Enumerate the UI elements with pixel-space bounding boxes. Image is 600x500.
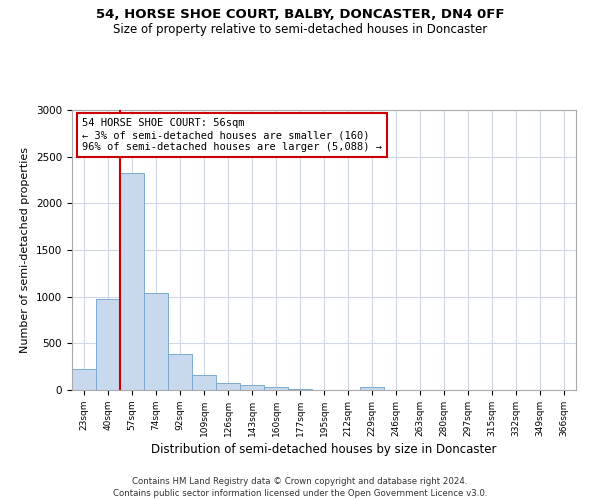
Bar bbox=[120, 172, 144, 390]
Bar bbox=[192, 375, 216, 390]
Text: Distribution of semi-detached houses by size in Doncaster: Distribution of semi-detached houses by … bbox=[151, 442, 497, 456]
Bar bbox=[144, 293, 168, 390]
Bar bbox=[240, 386, 264, 390]
Bar bbox=[360, 387, 384, 390]
Bar bbox=[288, 389, 312, 390]
Bar bbox=[72, 370, 96, 390]
Y-axis label: Number of semi-detached properties: Number of semi-detached properties bbox=[20, 147, 31, 353]
Bar bbox=[168, 354, 192, 390]
Text: 54, HORSE SHOE COURT, BALBY, DONCASTER, DN4 0FF: 54, HORSE SHOE COURT, BALBY, DONCASTER, … bbox=[96, 8, 504, 20]
Text: Contains public sector information licensed under the Open Government Licence v3: Contains public sector information licen… bbox=[113, 489, 487, 498]
Text: Contains HM Land Registry data © Crown copyright and database right 2024.: Contains HM Land Registry data © Crown c… bbox=[132, 478, 468, 486]
Text: 54 HORSE SHOE COURT: 56sqm
← 3% of semi-detached houses are smaller (160)
96% of: 54 HORSE SHOE COURT: 56sqm ← 3% of semi-… bbox=[82, 118, 382, 152]
Text: Size of property relative to semi-detached houses in Doncaster: Size of property relative to semi-detach… bbox=[113, 22, 487, 36]
Bar bbox=[264, 387, 288, 390]
Bar bbox=[216, 382, 240, 390]
Bar bbox=[96, 300, 120, 390]
